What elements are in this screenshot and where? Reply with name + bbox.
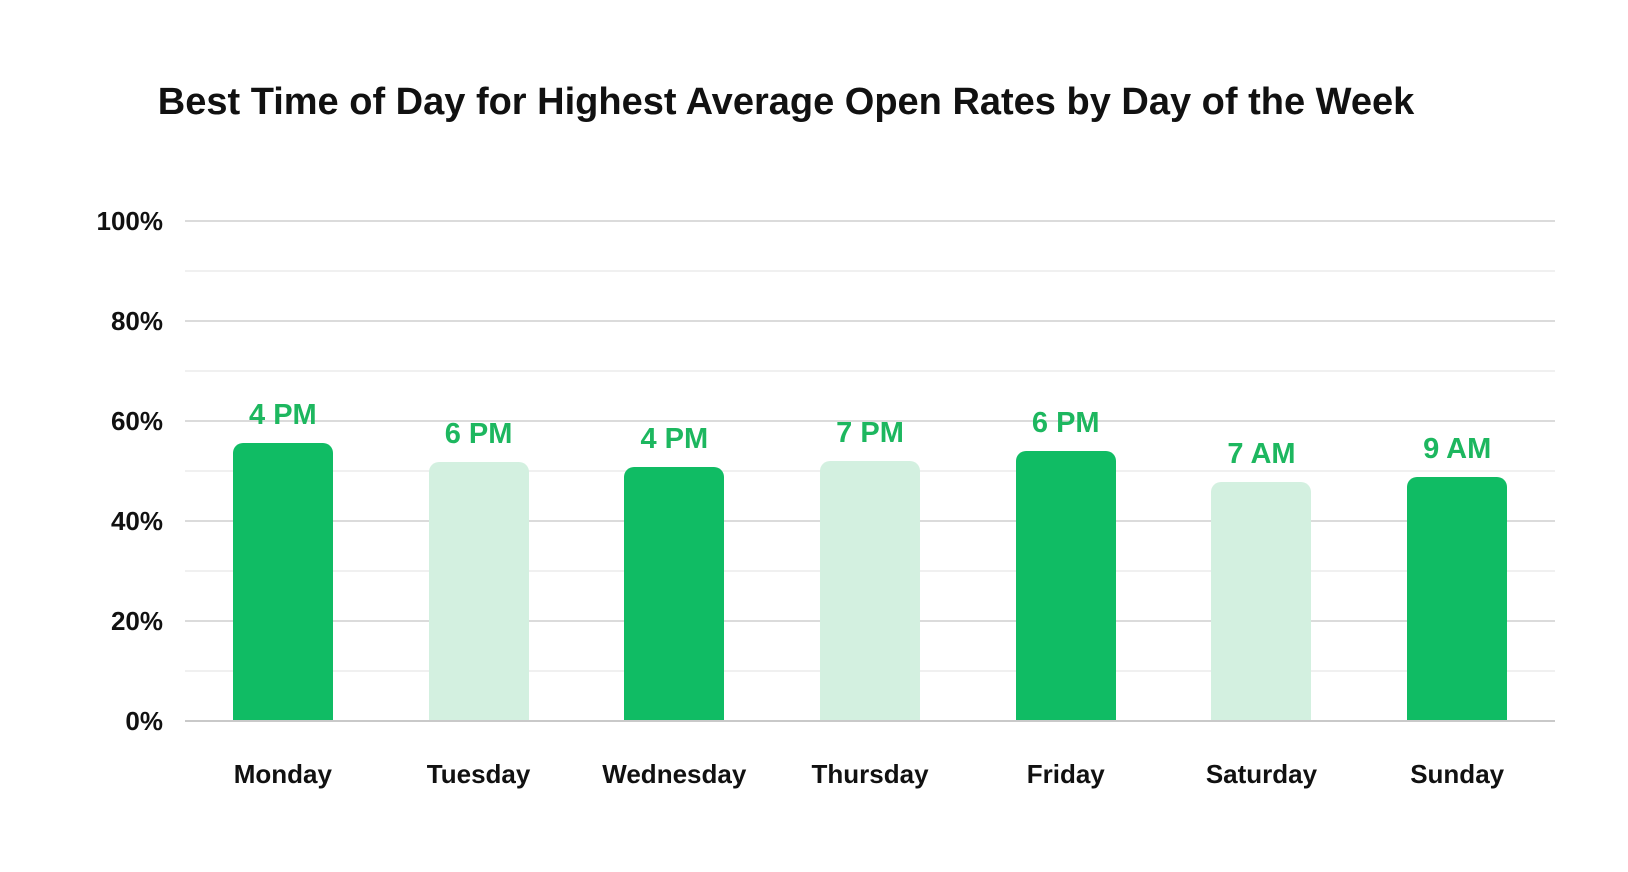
bar-time-label-tuesday: 6 PM (444, 418, 513, 450)
bars-row: 4 PM 6 PM 4 PM 7 PM 6 PM 7 AM 9 AM (185, 221, 1555, 721)
y-axis-tick-label-0: 0% (125, 706, 163, 736)
y-axis-tick-label-40: 40% (110, 506, 163, 536)
bar-saturday (1211, 482, 1312, 721)
bar-column-tuesday: 6 PM (381, 221, 577, 721)
y-axis-tick-label-80: 80% (110, 306, 163, 336)
bar-time-label-sunday: 9 AM (1423, 433, 1492, 465)
y-axis-tick-label-100: 100% (96, 206, 164, 236)
bar-column-thursday: 7 PM (772, 221, 968, 721)
x-axis-label-thursday: Thursday (811, 759, 929, 789)
x-axis-label-saturday: Saturday (1205, 759, 1318, 789)
bar-wednesday (624, 467, 725, 721)
gridline-major-60 (185, 420, 1555, 422)
x-axis-labels: Monday Tuesday Wednesday Thursday Friday Satu… (185, 758, 1555, 790)
bar-column-friday: 6 PM (968, 221, 1164, 721)
x-axis-label-friday: Friday (1026, 759, 1105, 789)
gridline-major-100 (185, 220, 1555, 222)
bar-column-saturday: 7 AM (1164, 221, 1360, 721)
x-axis-label-sunday: Sunday (1410, 759, 1505, 789)
chart-title: Best Time of Day for Highest Average Ope… (157, 81, 1415, 123)
bar-column-monday: 4 PM (185, 221, 381, 721)
x-axis-label-wednesday: Wednesday (602, 759, 747, 789)
gridline-minor-90 (185, 270, 1555, 272)
gridline-minor-70 (185, 370, 1555, 372)
bar-thursday (820, 461, 921, 721)
bar-time-label-monday: 4 PM (249, 399, 317, 431)
bar-time-label-friday: 6 PM (1031, 407, 1100, 439)
gridline-major-80 (185, 320, 1555, 322)
bar-friday (1015, 451, 1116, 721)
y-axis-tick-label-60: 60% (110, 406, 163, 436)
bar-sunday (1407, 477, 1508, 721)
x-axis-baseline (185, 720, 1555, 722)
bar-time-label-thursday: 7 PM (836, 417, 904, 449)
bar-time-label-saturday: 7 AM (1227, 438, 1296, 470)
y-axis-tick-label-20: 20% (110, 606, 163, 636)
bar-column-sunday: 9 AM (1359, 221, 1555, 721)
bar-tuesday (428, 462, 529, 721)
plot-area: 4 PM 6 PM 4 PM 7 PM 6 PM 7 AM 9 AM (185, 220, 1555, 722)
y-axis-labels: 0% 20% 40% 60% 80% 100% (0, 206, 164, 736)
bar-time-label-wednesday: 4 PM (640, 423, 709, 455)
x-axis-label-tuesday: Tuesday (426, 759, 531, 789)
bar-monday (232, 443, 333, 721)
bar-column-wednesday: 4 PM (576, 221, 772, 721)
x-axis-label-monday: Monday (233, 759, 332, 789)
